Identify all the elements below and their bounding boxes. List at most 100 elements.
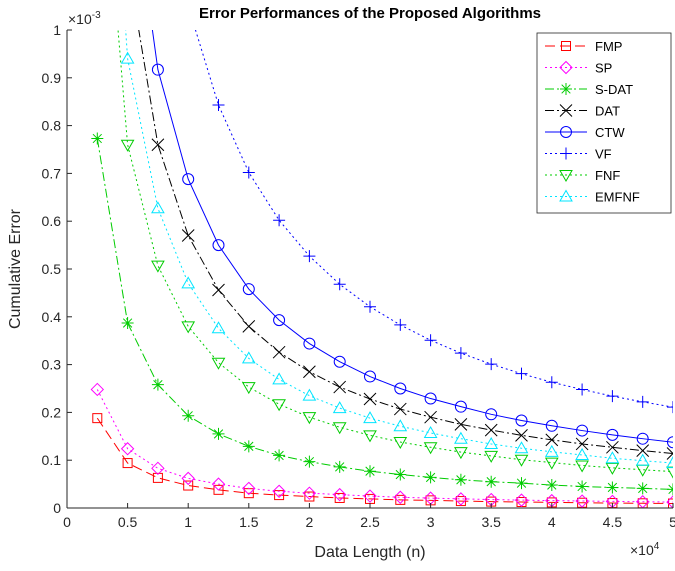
data-point <box>605 451 620 464</box>
legend-item-emfnf: EMFNF <box>545 189 640 205</box>
data-point <box>363 430 377 443</box>
data-point <box>454 492 468 506</box>
data-point <box>242 320 256 333</box>
data-point <box>302 412 317 425</box>
legend-marker <box>559 60 573 75</box>
legend-label: CTW <box>595 125 625 140</box>
data-point <box>211 321 226 334</box>
data-point <box>485 358 498 371</box>
legend-marker <box>560 147 572 160</box>
data-point <box>242 440 255 453</box>
data-point <box>272 372 286 385</box>
data-point <box>212 99 225 112</box>
y-tick-label: 0 <box>53 500 61 516</box>
legend-marker <box>559 189 573 202</box>
data-point <box>544 444 559 457</box>
data-point <box>272 399 286 412</box>
data-point <box>181 471 195 486</box>
x-tick-label: 0 <box>63 514 71 530</box>
data-point <box>484 436 499 449</box>
data-point <box>666 447 673 460</box>
data-point <box>666 495 673 508</box>
legend-label: S-DAT <box>595 82 633 97</box>
data-point <box>424 392 437 405</box>
data-point <box>575 447 589 460</box>
data-point <box>393 490 408 504</box>
data-point <box>545 433 559 447</box>
data-point <box>181 276 196 289</box>
data-point <box>544 457 559 470</box>
legend-item-vf: VF <box>545 147 612 162</box>
data-point <box>635 453 650 466</box>
y-multiplier: ×10-3 <box>68 10 101 27</box>
series-ctw <box>151 30 673 449</box>
data-point <box>332 422 347 435</box>
data-point <box>454 431 468 444</box>
y-multiplier-exponent: -3 <box>92 10 101 21</box>
data-point <box>242 283 255 296</box>
data-point <box>515 367 528 380</box>
data-point <box>182 173 195 186</box>
legend-marker <box>560 83 572 95</box>
legend-box <box>536 32 672 214</box>
data-point <box>484 423 498 437</box>
data-point <box>636 432 649 445</box>
x-tick-label: 4 <box>548 514 556 530</box>
data-point <box>272 345 286 359</box>
x-tick-label: 2 <box>306 514 314 530</box>
data-point <box>151 378 164 391</box>
data-point <box>332 487 347 502</box>
data-point <box>363 489 377 503</box>
data-point <box>212 283 225 297</box>
data-point <box>303 337 316 350</box>
y-tick-label: 0.8 <box>42 118 62 134</box>
data-point <box>545 376 558 389</box>
data-point <box>514 454 529 467</box>
data-point <box>121 317 134 330</box>
data-point <box>666 456 673 469</box>
legend-item-s-dat: S-DAT <box>545 82 633 97</box>
data-point <box>273 449 286 462</box>
data-point <box>334 492 345 503</box>
legend-marker <box>561 41 571 51</box>
data-point <box>666 466 673 479</box>
y-tick-label: 0.7 <box>42 165 62 181</box>
data-point <box>393 419 408 432</box>
data-point <box>120 139 135 152</box>
x-tick-label: 5 <box>669 514 675 530</box>
y-tick-label: 0.3 <box>42 357 62 373</box>
x-axis-title: Data Length (n) <box>314 544 425 561</box>
legend-item-fnf: FNF <box>545 168 620 183</box>
chart-title: Error Performances of the Proposed Algor… <box>199 5 541 22</box>
series-vf <box>194 30 673 414</box>
data-point <box>242 166 255 179</box>
data-point <box>606 440 619 454</box>
data-point <box>606 481 619 494</box>
data-point <box>364 370 376 383</box>
series-dat <box>138 30 673 460</box>
y-tick-label: 0.1 <box>42 452 62 468</box>
data-point <box>454 400 467 413</box>
series-line-dat <box>138 30 673 455</box>
data-point <box>363 392 377 406</box>
legend-marker <box>559 170 573 183</box>
data-point <box>242 481 256 496</box>
data-point <box>120 51 135 64</box>
data-point <box>484 450 499 463</box>
data-point <box>395 494 406 505</box>
data-point <box>424 410 437 424</box>
data-point <box>274 490 285 501</box>
data-point <box>241 351 256 364</box>
data-point <box>515 428 528 442</box>
data-point <box>151 461 165 476</box>
x-tick-label: 2.5 <box>360 514 380 530</box>
data-point <box>273 314 286 327</box>
data-point <box>454 347 467 360</box>
x-multiplier-exponent: 4 <box>654 541 660 552</box>
data-point <box>211 357 226 370</box>
data-point <box>514 493 529 507</box>
data-point <box>241 382 256 395</box>
data-point <box>152 472 163 483</box>
x-tick-label: 1 <box>184 514 192 530</box>
data-point <box>606 390 619 403</box>
